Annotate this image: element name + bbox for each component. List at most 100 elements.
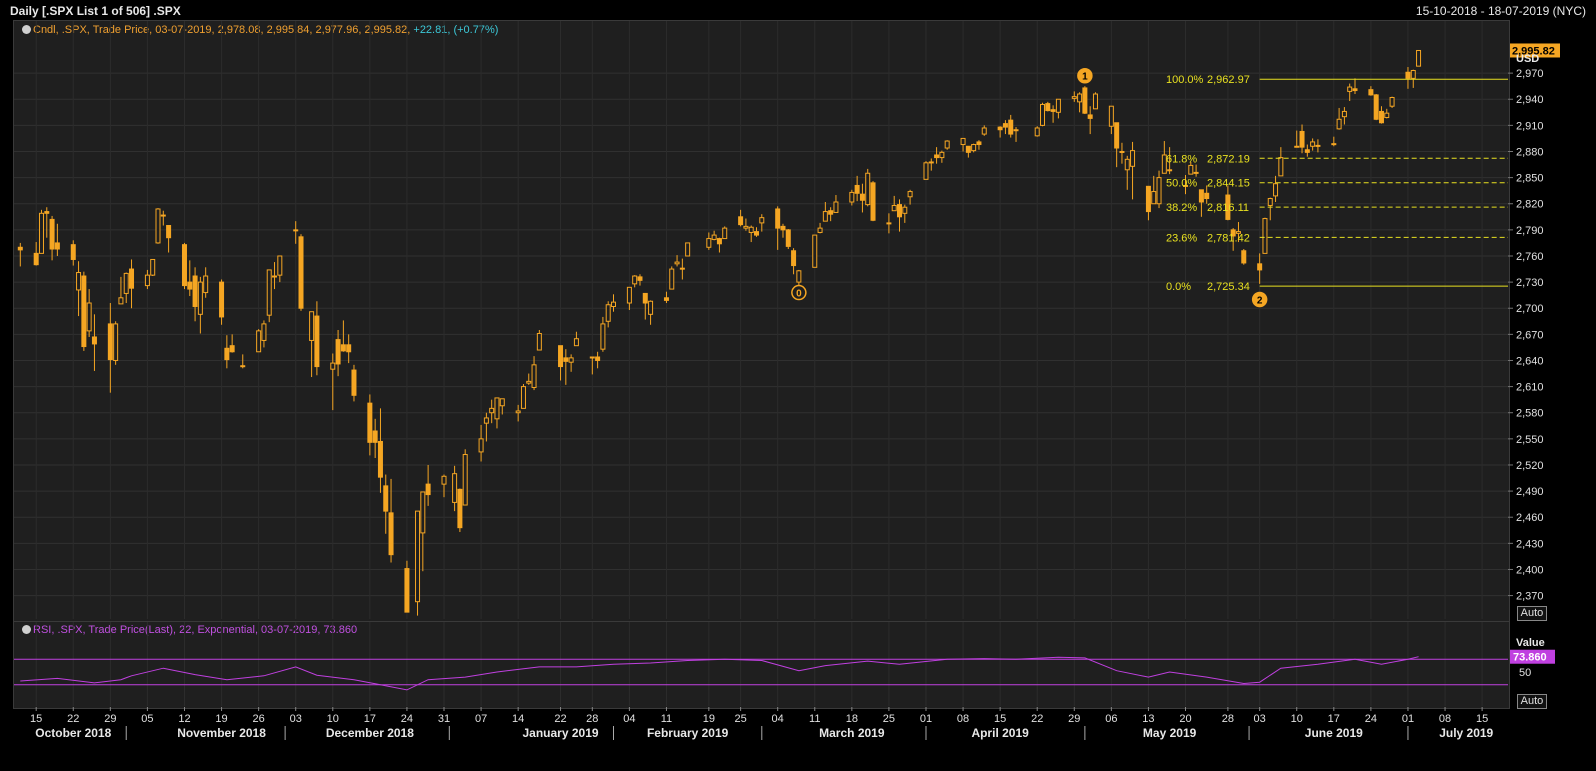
candle[interactable] (1161, 154, 1167, 174)
candle[interactable] (663, 297, 669, 301)
candle[interactable] (192, 275, 198, 307)
candle[interactable] (716, 238, 722, 245)
candle[interactable] (1336, 118, 1342, 130)
candle[interactable] (129, 268, 135, 289)
candle[interactable] (1045, 103, 1051, 112)
candle[interactable] (54, 242, 60, 250)
candle[interactable] (203, 275, 209, 294)
candle[interactable] (1204, 192, 1210, 200)
candle[interactable] (531, 364, 537, 388)
candle[interactable] (886, 222, 892, 225)
candle[interactable] (891, 204, 897, 212)
candle[interactable] (1082, 87, 1088, 114)
candle[interactable] (377, 440, 383, 478)
candle[interactable] (1034, 127, 1040, 137)
candle[interactable] (1114, 122, 1120, 149)
candle[interactable] (812, 234, 818, 268)
rsi-panel[interactable] (13, 621, 1510, 709)
candle[interactable] (346, 344, 352, 353)
candle[interactable] (1092, 93, 1098, 110)
candle[interactable] (1013, 129, 1019, 132)
candle[interactable] (1050, 109, 1056, 112)
candle[interactable] (685, 242, 691, 257)
candle[interactable] (981, 127, 987, 135)
price-auto-button[interactable]: Auto (1517, 606, 1547, 621)
candle[interactable] (632, 275, 638, 285)
candle[interactable] (118, 297, 124, 305)
candle[interactable] (33, 252, 39, 266)
candle[interactable] (351, 369, 357, 396)
candle[interactable] (404, 568, 410, 613)
candle[interactable] (187, 281, 193, 290)
wave-marker[interactable] (1251, 291, 1268, 308)
candle[interactable] (489, 407, 495, 414)
candle[interactable] (277, 255, 283, 276)
candle[interactable] (1193, 171, 1199, 174)
candle[interactable] (1352, 88, 1358, 92)
candle[interactable] (526, 380, 532, 384)
candle[interactable] (568, 357, 574, 363)
price-panel[interactable] (13, 20, 1510, 622)
candle[interactable] (1341, 110, 1347, 118)
candle[interactable] (150, 258, 156, 276)
candle[interactable] (70, 244, 76, 260)
candle[interactable] (1156, 177, 1162, 205)
candle[interactable] (44, 211, 50, 214)
candle[interactable] (711, 234, 717, 240)
candle[interactable] (865, 172, 871, 206)
candle[interactable] (1368, 89, 1374, 96)
candle[interactable] (1267, 198, 1273, 206)
candle[interactable] (536, 332, 542, 351)
candle[interactable] (775, 208, 781, 229)
candle[interactable] (944, 140, 950, 149)
candle[interactable] (1304, 149, 1310, 153)
candle[interactable] (335, 339, 341, 365)
candle[interactable] (38, 212, 44, 254)
candle[interactable] (155, 208, 161, 244)
candle[interactable] (1241, 250, 1247, 264)
candle[interactable] (441, 475, 447, 485)
candle[interactable] (123, 272, 129, 294)
candle[interactable] (1257, 263, 1263, 271)
candle[interactable] (293, 229, 299, 232)
candle[interactable] (1294, 145, 1300, 148)
candle[interactable] (17, 246, 23, 251)
candle[interactable] (298, 236, 304, 309)
candle[interactable] (499, 398, 505, 407)
candle[interactable] (494, 397, 500, 420)
candle[interactable] (1416, 49, 1422, 67)
candle[interactable] (144, 274, 150, 287)
candle[interactable] (1331, 143, 1337, 146)
candle[interactable] (785, 229, 791, 247)
candle[interactable] (181, 244, 187, 287)
candle[interactable] (971, 144, 977, 152)
candle[interactable] (1108, 105, 1114, 127)
candle[interactable] (1384, 112, 1390, 119)
candle[interactable] (965, 145, 971, 153)
candle[interactable] (197, 281, 203, 315)
candle[interactable] (822, 211, 828, 222)
candle[interactable] (1130, 150, 1136, 167)
candle[interactable] (452, 473, 458, 503)
candle[interactable] (91, 336, 97, 345)
candle[interactable] (483, 417, 489, 424)
candle[interactable] (1145, 185, 1151, 213)
candle[interactable] (1262, 218, 1268, 254)
candle[interactable] (425, 483, 431, 496)
candle[interactable] (1119, 150, 1125, 153)
candle[interactable] (1405, 71, 1411, 79)
candle[interactable] (1310, 141, 1316, 147)
candle[interactable] (81, 275, 87, 348)
candle[interactable] (748, 226, 754, 233)
rsi-auto-button[interactable]: Auto (1517, 694, 1547, 709)
candle[interactable] (1124, 158, 1130, 171)
candle[interactable] (272, 275, 278, 278)
candle[interactable] (997, 126, 1003, 131)
candle[interactable] (595, 356, 601, 361)
candle[interactable] (314, 315, 320, 368)
wave-marker[interactable] (1077, 67, 1093, 84)
candle[interactable] (610, 301, 616, 307)
candle[interactable] (573, 338, 579, 347)
candle[interactable] (520, 386, 526, 409)
candle[interactable] (219, 281, 225, 318)
